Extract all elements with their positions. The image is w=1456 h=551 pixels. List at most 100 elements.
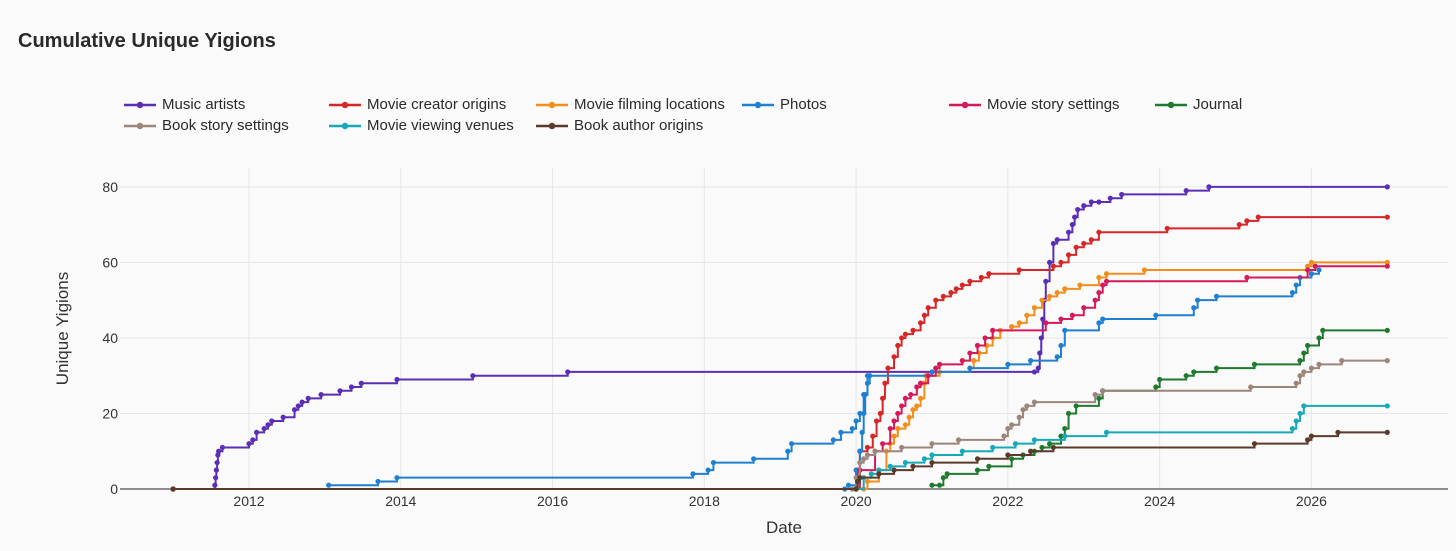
data-point-photos <box>853 418 859 424</box>
data-point-book-author-origins <box>974 456 981 462</box>
data-point-photos <box>859 429 865 435</box>
data-point-journal <box>1073 403 1079 409</box>
data-point-movie-story-settings <box>891 418 897 424</box>
data-point-journal <box>929 482 935 488</box>
legend-item-movie-story-settings[interactable]: Movie story settings <box>947 96 1120 113</box>
legend-label: Movie creator origins <box>367 96 507 113</box>
data-point-movie-story-settings <box>1103 278 1110 284</box>
legend-item-journal[interactable]: Journal <box>1153 96 1242 113</box>
data-point-movie-story-settings <box>1384 263 1390 269</box>
legend-item-movie-creator-origins[interactable]: Movie creator origins <box>327 96 506 113</box>
data-point-journal <box>1320 327 1326 333</box>
data-point-movie-filming-locations <box>971 358 977 364</box>
data-point-book-story-settings <box>1001 433 1007 439</box>
data-point-movie-filming-locations <box>1009 324 1015 330</box>
data-point-movie-viewing-venues <box>902 459 909 466</box>
data-point-book-author-origins <box>1028 448 1034 454</box>
data-point-movie-viewing-venues <box>1384 403 1390 409</box>
legend-item-movie-viewing-venues[interactable]: Movie viewing venues <box>327 117 514 134</box>
data-point-movie-viewing-venues <box>1103 429 1110 435</box>
data-point-book-author-origins <box>929 459 935 466</box>
data-point-movie-creator-origins <box>899 335 905 341</box>
data-point-photos <box>751 456 757 462</box>
data-point-journal <box>1213 365 1220 371</box>
data-point-movie-story-settings <box>908 391 914 398</box>
data-point-music-artists <box>295 403 301 409</box>
data-point-book-story-settings <box>1020 407 1026 413</box>
data-point-movie-viewing-venues <box>887 463 893 469</box>
data-point-movie-creator-origins <box>986 271 992 277</box>
data-point-movie-filming-locations <box>1047 293 1053 299</box>
x-axis-title: Date <box>766 518 802 537</box>
data-point-photos <box>785 448 791 454</box>
data-point-music-artists <box>1043 278 1049 284</box>
legend-item-music-artists[interactable]: Music artists <box>122 96 245 113</box>
data-point-movie-filming-locations <box>917 395 924 401</box>
data-point-music-artists <box>261 425 267 432</box>
legend-item-movie-filming-locations[interactable]: Movie filming locations <box>534 96 725 113</box>
y-tick-label: 60 <box>102 254 118 270</box>
data-point-music-artists <box>1069 222 1075 228</box>
legend-item-book-story-settings[interactable]: Book story settings <box>122 117 289 134</box>
data-point-journal <box>1297 358 1303 364</box>
data-point-movie-story-settings <box>933 365 939 371</box>
data-point-movie-story-settings <box>902 395 909 401</box>
data-point-music-artists <box>1054 237 1060 243</box>
legend-swatch <box>329 122 361 129</box>
data-point-book-story-settings <box>857 459 863 466</box>
x-tick-label: 2014 <box>385 493 416 509</box>
data-point-movie-creator-origins <box>873 418 880 424</box>
legend-swatch <box>329 101 361 108</box>
x-tick-label: 2024 <box>1144 493 1175 509</box>
x-tick-label: 2012 <box>233 493 264 509</box>
data-point-photos <box>1213 293 1220 299</box>
data-point-book-story-settings <box>1293 380 1299 386</box>
data-point-movie-viewing-venues <box>868 471 874 477</box>
data-point-music-artists <box>1047 259 1053 266</box>
data-point-movie-filming-locations <box>1384 259 1390 266</box>
data-point-journal <box>1153 384 1159 390</box>
data-point-photos <box>838 429 844 435</box>
data-point-book-author-origins <box>1005 452 1011 458</box>
data-point-movie-story-settings <box>959 358 965 364</box>
data-point-movie-creator-origins <box>948 290 954 296</box>
x-tick-label: 2020 <box>841 493 872 509</box>
data-point-movie-story-settings <box>1312 263 1318 269</box>
data-point-movie-creator-origins <box>864 444 871 451</box>
data-point-music-artists <box>1037 350 1043 356</box>
data-point-photos <box>1100 316 1106 322</box>
data-point-movie-filming-locations <box>1308 259 1315 266</box>
data-point-movie-viewing-venues <box>1293 418 1299 424</box>
series-line-movie-filming-locations <box>173 261 1388 490</box>
data-point-photos <box>830 437 836 443</box>
data-point-music-artists <box>470 373 476 379</box>
y-axis-title: Unique Yigions <box>53 272 72 385</box>
legend-label: Book story settings <box>162 117 289 134</box>
data-point-photos <box>1316 267 1322 273</box>
data-point-book-author-origins <box>910 463 916 469</box>
data-point-movie-story-settings <box>880 441 886 447</box>
data-point-movie-creator-origins <box>1065 252 1072 258</box>
data-point-music-artists <box>358 380 364 386</box>
data-point-music-artists <box>246 441 252 447</box>
legend-item-photos[interactable]: Photos <box>740 96 827 113</box>
data-point-movie-creator-origins <box>910 327 916 333</box>
data-point-music-artists <box>565 369 571 375</box>
legend-item-book-author-origins[interactable]: Book author origins <box>534 117 703 134</box>
data-point-book-author-origins <box>1384 429 1390 435</box>
data-point-book-story-settings <box>929 441 935 447</box>
data-point-journal <box>1062 425 1068 432</box>
legend-swatch <box>536 101 568 108</box>
data-point-book-author-origins <box>170 486 176 492</box>
series-line-book-story-settings <box>852 359 1388 490</box>
series-line-book-author-origins <box>173 431 1388 490</box>
data-point-movie-filming-locations <box>902 422 909 428</box>
data-point-music-artists <box>1096 199 1102 205</box>
data-point-movie-story-settings <box>1096 290 1102 296</box>
data-point-photos <box>1096 320 1102 326</box>
data-point-movie-creator-origins <box>1384 214 1390 220</box>
data-point-movie-story-settings <box>990 327 996 333</box>
data-point-movie-creator-origins <box>1164 225 1170 232</box>
data-point-journal <box>1058 433 1064 439</box>
